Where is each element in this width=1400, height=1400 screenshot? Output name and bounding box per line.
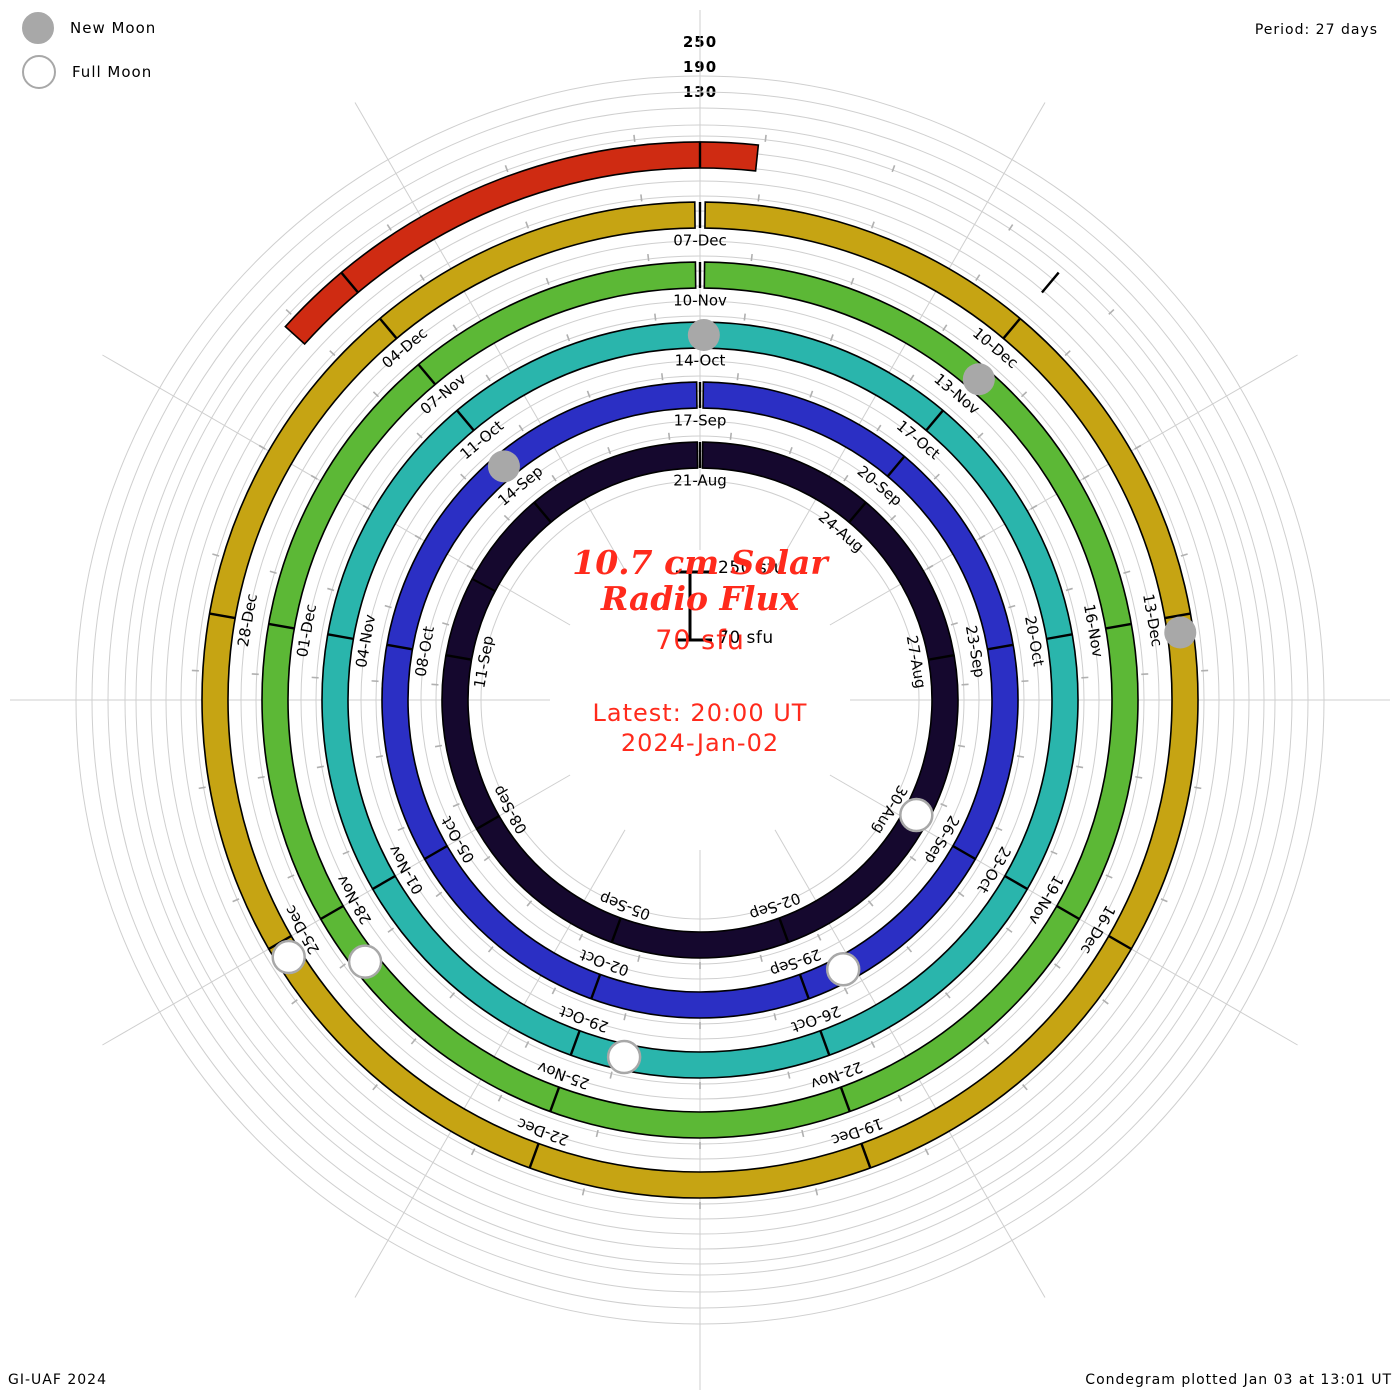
period-label: Period: 27 days [1254,22,1378,38]
date-label: 10-Nov [673,292,727,310]
scale-bar-bottom-label: 70 sfu [718,628,774,648]
full-moon-marker [825,952,861,987]
date-label: 17-Sep [674,412,727,430]
credit-label: GI-UAF 2024 [8,1372,107,1388]
new-moon-marker [487,450,520,483]
plotted-timestamp: Condegram plotted Jan 03 at 13:01 UT [1085,1372,1392,1388]
scale-bar-top-label: 250 sfu [718,558,785,578]
date-label: 21-Aug [673,472,726,490]
full-moon-marker [271,939,306,975]
new-moon-marker [962,363,995,396]
legend-label-new-moon: New Moon [70,19,157,37]
legend-label-full-moon: Full Moon [72,63,153,81]
full-moon-icon [22,55,56,89]
date-label: 14-Oct [675,352,726,370]
full-moon-marker [606,1039,642,1075]
full-moon-marker [347,944,383,979]
new-moon-icon [22,12,54,44]
full-moon-marker [899,797,934,833]
moon-phase-legend: New Moon Full Moon [22,6,156,94]
legend-item-new-moon: New Moon [22,6,156,50]
scale-bar-icon [676,570,712,642]
date-label: 07-Dec [673,232,727,250]
moon-markers [271,319,1197,1075]
new-moon-marker [687,319,720,352]
legend-item-full-moon: Full Moon [22,50,156,94]
new-moon-marker [1164,616,1197,649]
